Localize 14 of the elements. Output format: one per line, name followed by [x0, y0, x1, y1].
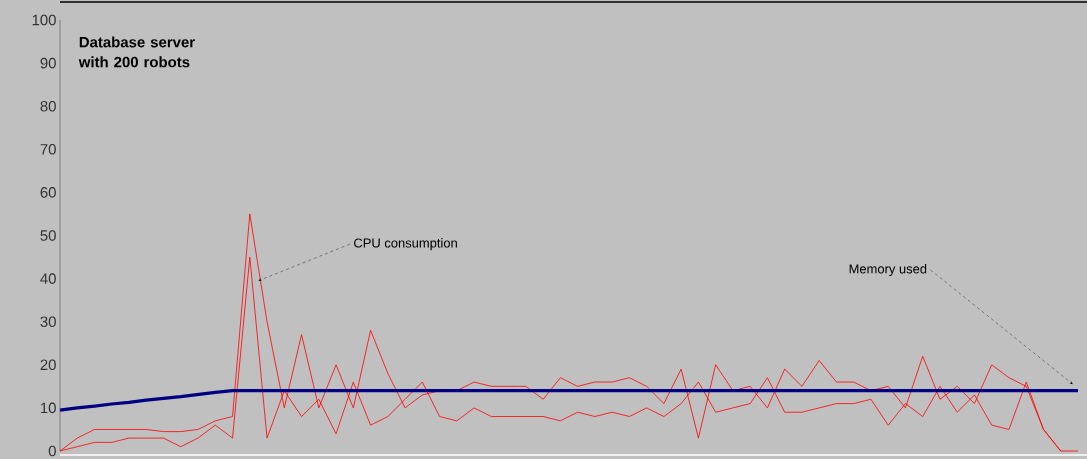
- text: Database server with 200 robots: [78, 36, 195, 68]
- y-tick-label: 40: [40, 273, 56, 284]
- annotation: CPU consumption: [354, 238, 457, 251]
- y-tick-label: 60: [40, 187, 56, 198]
- y-tick-label: 10: [41, 402, 56, 414]
- y-tick-label: 90: [40, 57, 56, 69]
- y-tick-label: 70: [40, 144, 56, 155]
- y-tick-label: 80: [40, 100, 56, 112]
- y-tick-label: 50: [40, 230, 56, 241]
- annotation: Memory used: [849, 263, 927, 277]
- y-tick-label: 0: [48, 445, 56, 457]
- y-tick-label: 30: [40, 316, 56, 327]
- y-tick-label: 100: [32, 14, 56, 26]
- y-tick-label: 20: [40, 359, 56, 371]
